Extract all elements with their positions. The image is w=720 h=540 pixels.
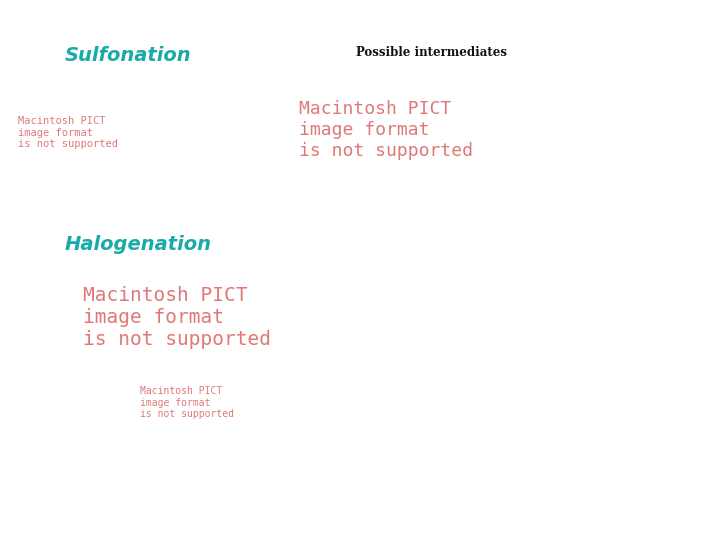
Text: Possible intermediates: Possible intermediates [356,46,508,59]
Text: Macintosh PICT
image format
is not supported: Macintosh PICT image format is not suppo… [299,100,473,159]
Text: Macintosh PICT
image format
is not supported: Macintosh PICT image format is not suppo… [140,386,235,419]
Text: Macintosh PICT
image format
is not supported: Macintosh PICT image format is not suppo… [83,286,271,349]
Text: Sulfonation: Sulfonation [65,46,192,65]
Text: Macintosh PICT
image format
is not supported: Macintosh PICT image format is not suppo… [18,116,118,149]
Text: Halogenation: Halogenation [65,235,212,254]
